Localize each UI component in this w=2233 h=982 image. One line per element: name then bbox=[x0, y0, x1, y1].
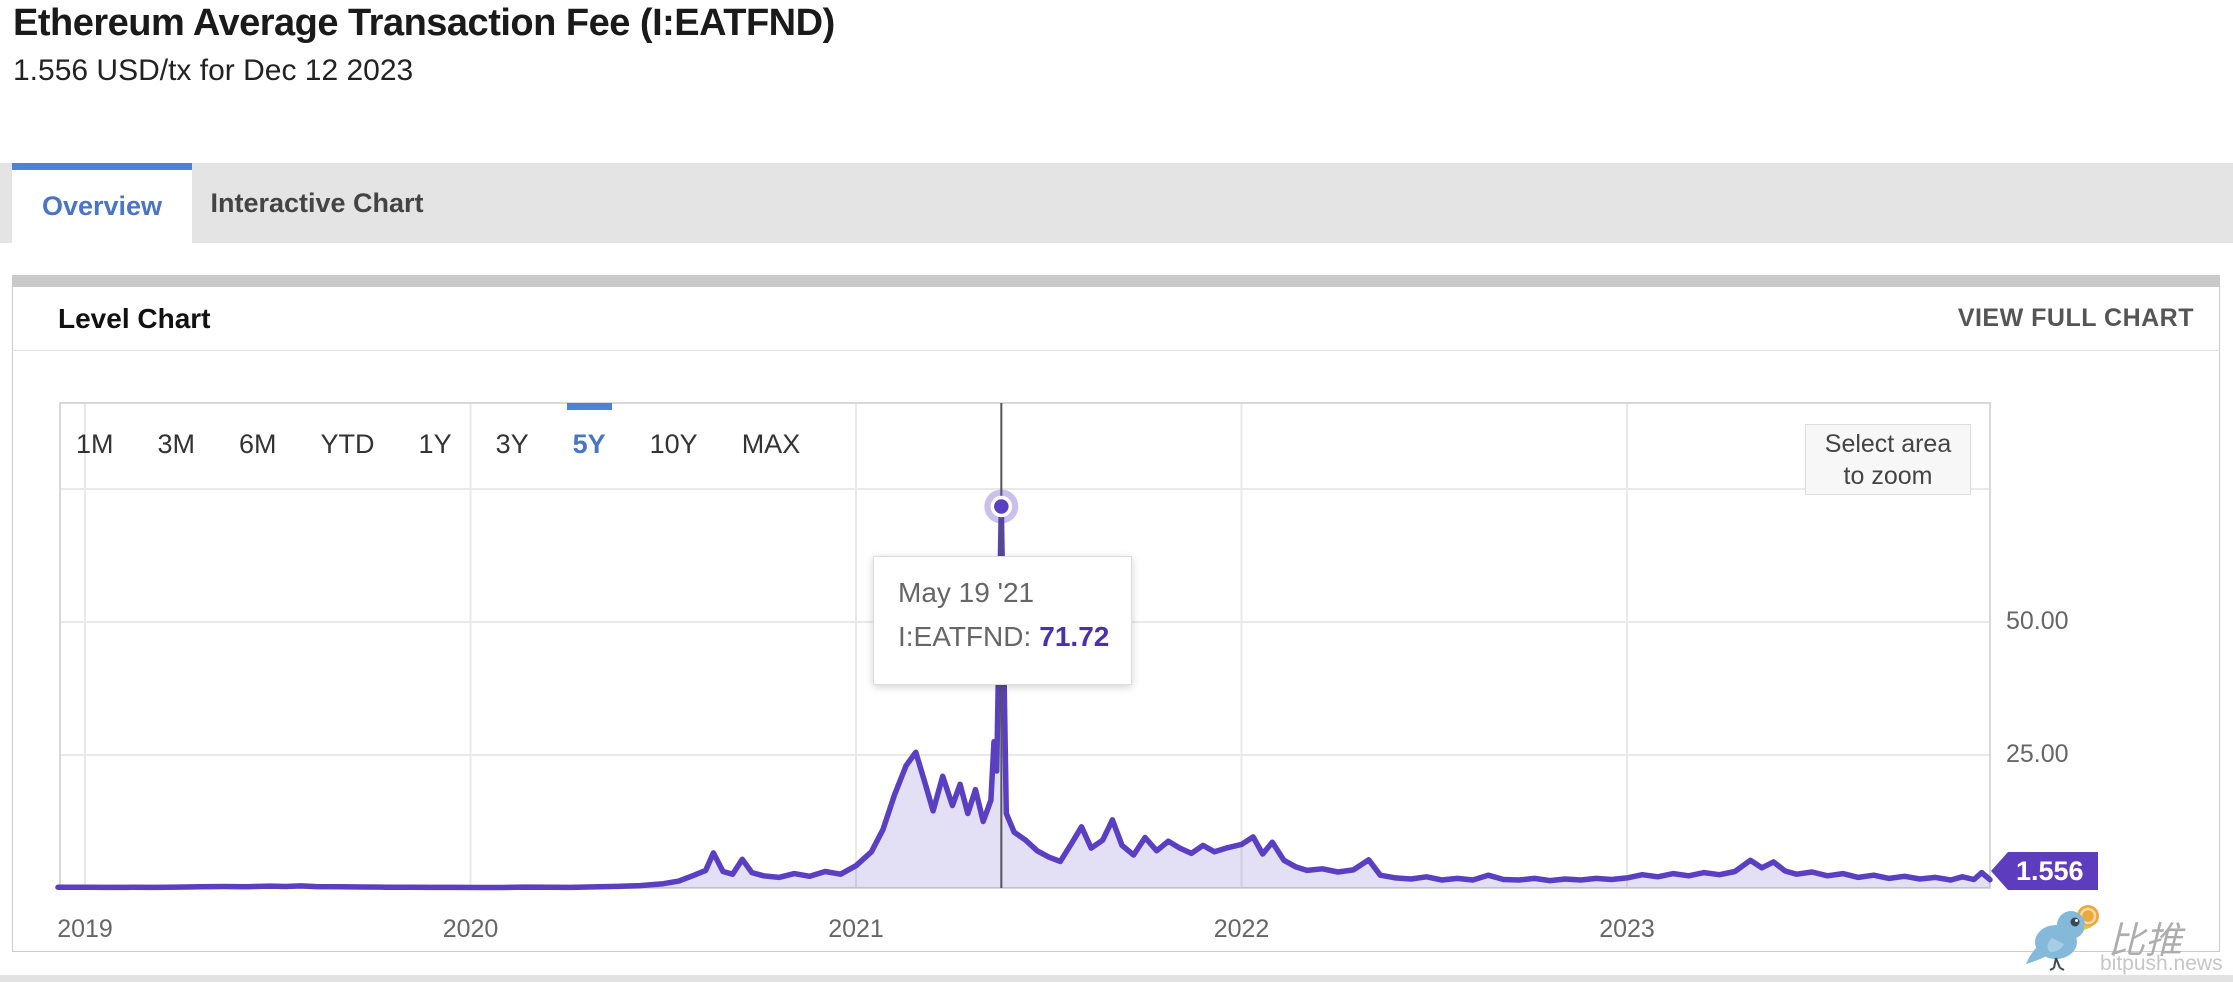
last-value: 1.556 bbox=[2016, 855, 2084, 886]
x-axis-label: 2020 bbox=[442, 915, 499, 943]
page-subtitle: 1.556 USD/tx for Dec 12 2023 bbox=[13, 54, 414, 87]
x-axis-label: 2019 bbox=[57, 915, 113, 943]
page-title: Ethereum Average Transaction Fee (I:EATF… bbox=[13, 2, 835, 44]
tooltip-date: May 19 '21 bbox=[898, 577, 1035, 608]
range-button-ytd[interactable]: YTD bbox=[320, 429, 375, 459]
range-button-3y[interactable]: 3Y bbox=[495, 429, 529, 459]
zoom-hint-line2: to zoom bbox=[1843, 461, 1933, 490]
watermark-domain: bitpush.news bbox=[2100, 952, 2223, 975]
x-axis-label: 2021 bbox=[828, 915, 884, 943]
range-button-3m[interactable]: 3M bbox=[157, 429, 196, 459]
range-selector: 1M 3M 6M YTD 1Y 3Y 5Y 10Y MAX bbox=[76, 403, 801, 462]
bitpush-watermark: 比推 bitpush.news bbox=[2022, 900, 2223, 978]
tooltip-series-label: I:EATFND: bbox=[898, 621, 1032, 652]
tab-bar: Overview Interactive Chart bbox=[0, 163, 2233, 243]
tooltip-value: 71.72 bbox=[1039, 621, 1110, 652]
x-axis-label: 2023 bbox=[1599, 915, 1655, 943]
bird-with-coin-icon bbox=[2026, 905, 2099, 971]
range-button-6m[interactable]: 6M bbox=[239, 429, 277, 459]
range-button-1m[interactable]: 1M bbox=[76, 429, 114, 459]
select-area-to-zoom-button[interactable]: Select area to zoom bbox=[1805, 424, 1971, 495]
y-axis-label: 50.00 bbox=[2006, 607, 2069, 635]
range-button-5y[interactable]: 5Y bbox=[566, 403, 612, 462]
range-button-10y[interactable]: 10Y bbox=[649, 429, 698, 459]
range-button-max[interactable]: MAX bbox=[741, 429, 801, 459]
x-axis-label: 2022 bbox=[1213, 915, 1270, 943]
tab-overview[interactable]: Overview bbox=[12, 163, 192, 243]
card-title: Level Chart bbox=[58, 302, 211, 334]
watermark-name: 比推 bbox=[2108, 920, 2182, 961]
bottom-divider bbox=[0, 975, 2233, 982]
y-axis-label: 25.00 bbox=[2006, 740, 2069, 768]
card-header: Level Chart VIEW FULL CHART bbox=[12, 287, 2220, 351]
chart-tooltip: May 19 '21 I:EATFND: 71.72 bbox=[873, 556, 1132, 685]
range-button-1y[interactable]: 1Y bbox=[418, 429, 452, 459]
zoom-hint-line1: Select area bbox=[1824, 429, 1952, 458]
tab-interactive-chart[interactable]: Interactive Chart bbox=[210, 187, 424, 218]
last-value-badge: 1.556 bbox=[1991, 852, 2098, 890]
view-full-chart-link[interactable]: VIEW FULL CHART bbox=[1957, 304, 2194, 332]
